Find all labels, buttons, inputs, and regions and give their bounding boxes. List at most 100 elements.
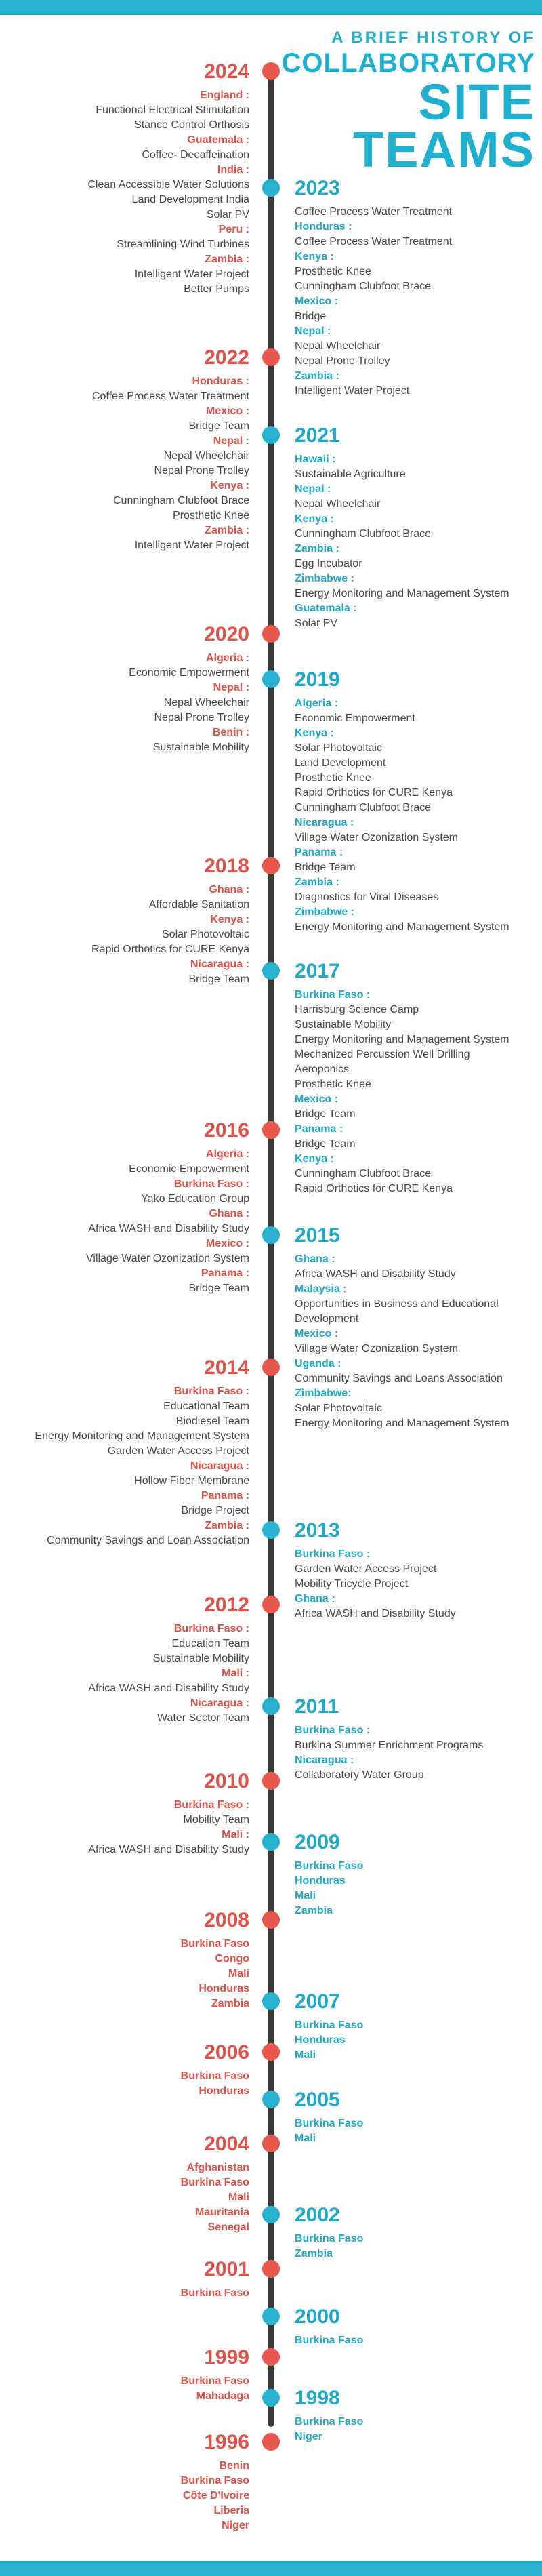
- project-label: Nepal Wheelchair: [163, 697, 249, 708]
- country-label: Honduras: [295, 1875, 346, 1887]
- project-label: Educational Team: [163, 1401, 249, 1412]
- project-label: Harrisburg Science Camp: [295, 1004, 419, 1015]
- country-label: Congo: [215, 1953, 249, 1965]
- year-label: 2020: [204, 623, 249, 645]
- country-label: Afghanistan: [186, 2162, 249, 2173]
- year-label: 2000: [295, 2306, 340, 2328]
- country-label: Niger: [295, 2431, 322, 2442]
- timeline-dot-2016: [262, 1121, 280, 1139]
- country-label: Zambia: [295, 1905, 333, 1916]
- project-label: Intelligent Water Project: [295, 385, 410, 397]
- timeline-entry-2016: 2016 Algeria : Economic Empowerment Burkina…: [5, 1119, 249, 1296]
- title-line-2: COLLABORATORY: [281, 47, 535, 78]
- year-label: 2015: [295, 1224, 340, 1247]
- country-label: Burkina Faso :: [173, 1386, 249, 1397]
- country-label: Benin :: [212, 727, 249, 738]
- project-label: Prosthetic Knee: [295, 1079, 371, 1090]
- project-label: Egg Incubator: [295, 558, 362, 569]
- country-label: Burkina Faso: [180, 2375, 249, 2387]
- project-label: Village Water Ozonization System: [295, 1343, 458, 1354]
- project-label: Economic Empowerment: [295, 712, 415, 724]
- country-label: Burkina Faso :: [173, 1799, 249, 1811]
- country-label: Nepal :: [213, 435, 249, 447]
- timeline-dot-2004: [262, 2135, 280, 2152]
- timeline-dot-2012: [262, 1596, 280, 1613]
- country-label: Ghana :: [295, 1593, 335, 1605]
- country-label: Nicaragua :: [295, 817, 354, 828]
- timeline-dot-2005: [262, 2091, 280, 2108]
- project-label: Energy Monitoring and Management System: [295, 921, 509, 933]
- country-label: Côte D'Ivoire: [182, 2490, 249, 2501]
- year-label: 2008: [204, 1909, 249, 1931]
- timeline-entry-2006: 2006 Burkina Faso Honduras: [5, 2040, 249, 2099]
- timeline-entry-2010: 2010 Burkina Faso : Mobility Team Mali : Afr…: [5, 1769, 249, 1857]
- timeline-dot-2021: [262, 426, 280, 444]
- project-label: Cunningham Clubfoot Brace: [112, 495, 249, 506]
- title-line-1: A BRIEF HISTORY OF: [331, 28, 535, 47]
- year-label: 2009: [295, 1831, 340, 1853]
- timeline-entry-2013: 2013 Burkina Faso : Garden Water Access Pr…: [295, 1518, 539, 1622]
- project-label: Bridge Team: [188, 420, 249, 432]
- country-label: Panama :: [201, 1268, 249, 1279]
- country-label: Algeria :: [205, 652, 249, 664]
- country-label: Burkina Faso: [295, 2233, 364, 2245]
- timeline-axis: [268, 68, 274, 2427]
- project-label: Development: [295, 1313, 359, 1325]
- project-label: Better Pumps: [184, 283, 249, 295]
- project-label: Burkina Summer Enrichment Programs: [295, 1739, 484, 1751]
- timeline-dot-2022: [262, 348, 280, 366]
- timeline-entry-2022: 2022 Honduras : Coffee Process Water Treat…: [5, 346, 249, 553]
- country-label: Mali: [295, 2133, 316, 2144]
- timeline-entry-2024: 2024 England : Functional Electrical Stimu…: [5, 60, 249, 297]
- project-label: Aeroponics: [295, 1064, 350, 1075]
- project-label: Education Team: [171, 1638, 249, 1649]
- timeline-entry-2007: 2007 Burkina Faso Honduras Mali: [295, 1990, 539, 2063]
- project-label: Bridge Team: [295, 862, 356, 873]
- year-label: 2023: [295, 177, 340, 199]
- project-label: Land Development: [295, 757, 386, 769]
- country-label: Burkina Faso: [295, 2019, 364, 2031]
- project-label: Nepal Prone Trolley: [154, 712, 249, 723]
- year-label: 2011: [295, 1695, 339, 1718]
- country-label: Kenya :: [210, 480, 249, 491]
- timeline-dot-2013: [262, 1521, 280, 1539]
- country-label: Zambia :: [295, 877, 339, 888]
- year-label: 2007: [295, 1990, 340, 2013]
- project-label: Rapid Orthotics for CURE Kenya: [295, 787, 453, 799]
- timeline-dot-2006: [262, 2043, 280, 2061]
- project-label: Solar Photovoltaic: [162, 929, 249, 940]
- project-label: Rapid Orthotics for CURE Kenya: [295, 1183, 453, 1194]
- timeline-dot-2000: [262, 2308, 280, 2325]
- project-label: Cunningham Clubfoot Brace: [295, 802, 432, 813]
- country-label: Burkina Faso :: [173, 1178, 249, 1190]
- year-label: 2001: [204, 2258, 249, 2280]
- project-label: Bridge: [295, 310, 327, 322]
- country-label: Burkina Faso: [295, 1860, 364, 1872]
- timeline-dot-1998: [262, 2389, 280, 2407]
- country-label: Mali :: [222, 1829, 249, 1840]
- country-label: Nicaragua :: [190, 959, 249, 970]
- project-label: Energy Monitoring and Management System: [295, 1034, 509, 1045]
- country-label: Honduras :: [295, 221, 352, 233]
- country-label: Zimbabwe:: [295, 1388, 352, 1399]
- year-label: 2016: [204, 1119, 249, 1142]
- country-label: Malaysia :: [295, 1283, 347, 1295]
- year-label: 2014: [204, 1356, 249, 1379]
- timeline-dot-1996: [262, 2433, 280, 2451]
- timeline-entry-2005: 2005 Burkina Faso Mali: [295, 2088, 539, 2146]
- project-label: Bridge Team: [188, 973, 249, 985]
- project-label: Nepal Wheelchair: [163, 450, 249, 462]
- country-label: Honduras: [295, 2034, 346, 2046]
- timeline-entry-2015: 2015 Ghana : Africa WASH and Disability St…: [295, 1224, 539, 1431]
- project-label: Africa WASH and Disability Study: [88, 1683, 249, 1694]
- country-label: Senegal: [207, 2221, 249, 2233]
- country-label: Burkina Faso :: [295, 1725, 371, 1736]
- country-label: Zambia: [295, 2248, 333, 2259]
- country-label: Niger: [222, 2520, 249, 2531]
- project-label: Garden Water Access Project: [295, 1563, 437, 1575]
- year-label: 2006: [204, 2041, 249, 2064]
- project-label: Solar Photovoltaic: [295, 1403, 382, 1414]
- country-label: Algeria :: [295, 698, 339, 709]
- project-label: Prosthetic Knee: [173, 510, 249, 521]
- project-label: Coffee Process Water Treatment: [295, 206, 453, 218]
